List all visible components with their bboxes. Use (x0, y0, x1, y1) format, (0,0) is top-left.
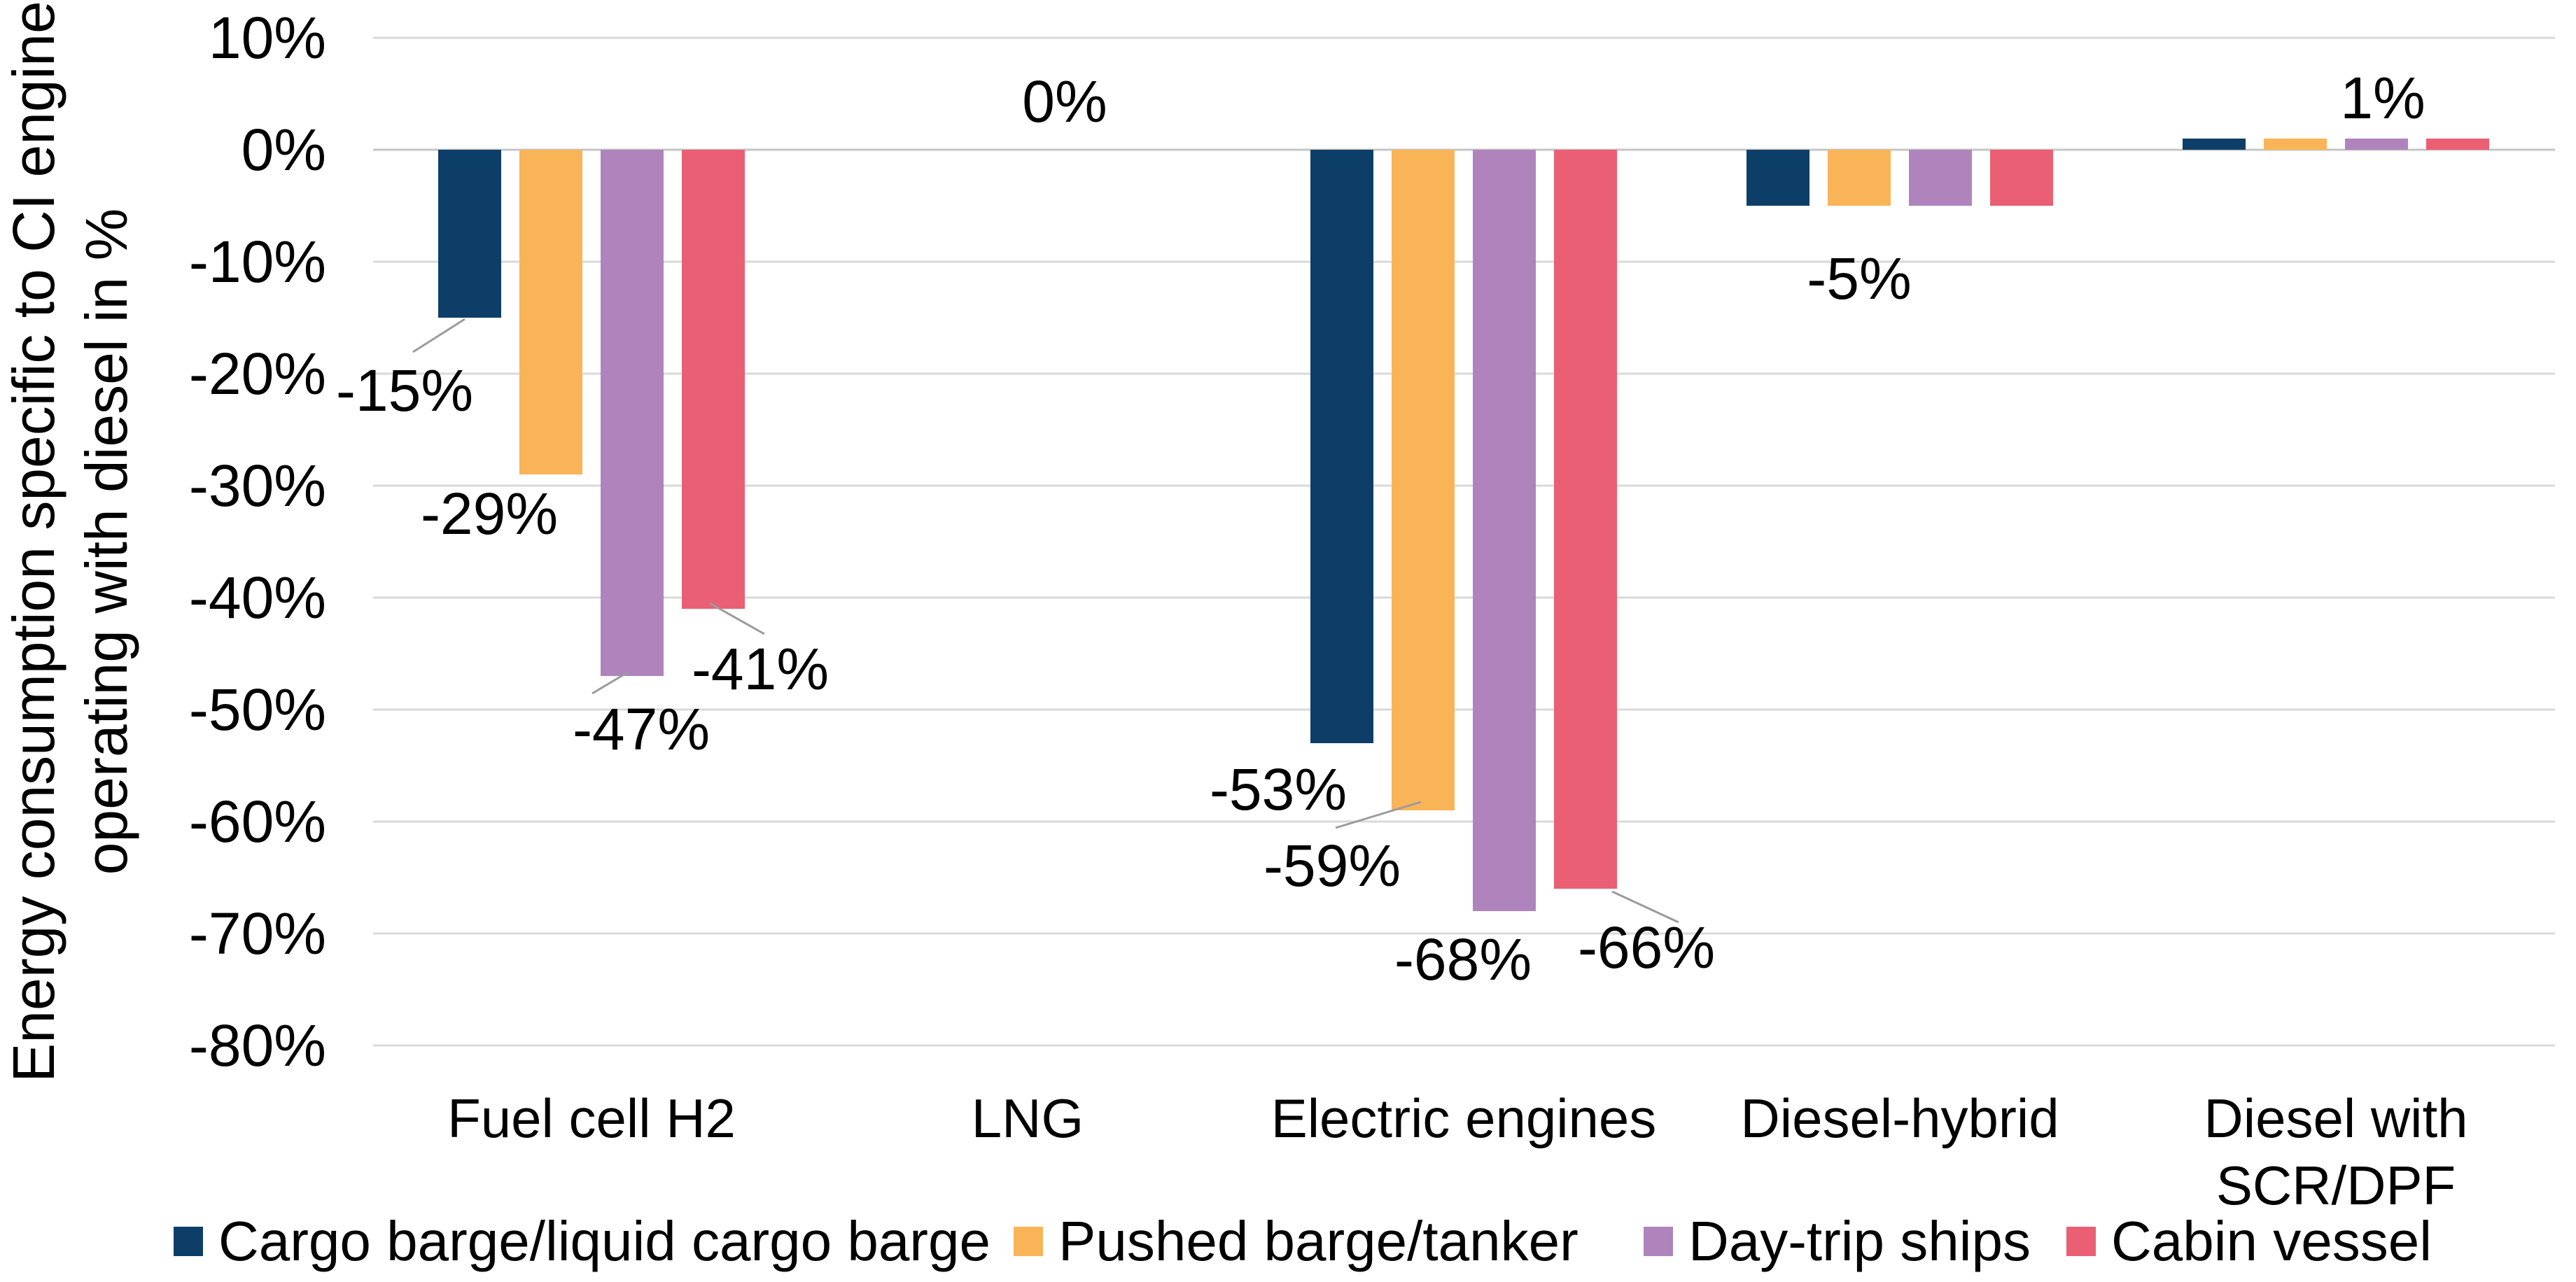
y-tick-label: 10% (209, 5, 326, 71)
legend-item-cargo-barge: Cargo barge/liquid cargo barge (174, 1206, 990, 1276)
bar-diesel-hybrid-pushed-barge-tanker (1828, 150, 1891, 206)
y-tick-label: -50% (189, 677, 326, 742)
legend-item-cabin-vessel: Cabin vessel (2066, 1206, 2432, 1276)
data-label: 1% (2340, 65, 2425, 131)
bar-diesel-hybrid-cabin-vessel (1990, 150, 2053, 206)
legend: Cargo barge/liquid cargo barge Pushed ba… (0, 1206, 2576, 1276)
data-label: -53% (1210, 756, 1347, 822)
bar-electric-engines-day-trip-ships (1473, 150, 1536, 911)
bar-diesel-with-scr-dpf-cargo-barge-liquid-cargo-barge (2183, 139, 2246, 150)
data-label: 0% (1022, 69, 1107, 134)
y-tick-label: 0% (241, 117, 326, 183)
y-tick-label: -20% (189, 341, 326, 407)
y-tick-label: -60% (189, 789, 326, 854)
y-tick-label: -10% (189, 229, 326, 295)
legend-item-day-trip-ships: Day-trip ships (1644, 1206, 2031, 1276)
bar-diesel-with-scr-dpf-pushed-barge-tanker (2264, 139, 2327, 150)
data-label: -41% (692, 636, 829, 702)
y-tick-label: -40% (189, 565, 326, 631)
bar-electric-engines-cabin-vessel (1554, 150, 1617, 889)
y-tick-label: -70% (189, 901, 326, 966)
data-label: -47% (573, 696, 710, 762)
bar-electric-engines-cargo-barge-liquid-cargo-barge (1310, 150, 1373, 743)
legend-label-pushed-barge: Pushed barge/tanker (1058, 1210, 1578, 1272)
data-label: -5% (1807, 246, 1911, 311)
bar-fuel-cell-h2-day-trip-ships (601, 150, 664, 676)
legend-label-cargo-barge: Cargo barge/liquid cargo barge (218, 1210, 990, 1272)
legend-swatch-cargo-barge (174, 1227, 203, 1256)
data-label: -15% (336, 358, 473, 423)
data-label-leader-line (592, 670, 629, 695)
legend-swatch-pushed-barge (1014, 1227, 1043, 1256)
x-category-label-electric-engines: Electric engines (1271, 1087, 1657, 1149)
x-category-label-diesel-hybrid: Diesel-hybrid (1740, 1087, 2059, 1149)
legend-item-pushed-barge: Pushed barge/tanker (1014, 1206, 1578, 1276)
y-tick-label: -80% (189, 1013, 326, 1078)
bar-diesel-hybrid-day-trip-ships (1909, 150, 1972, 206)
data-label: -59% (1264, 833, 1401, 899)
data-label-leader-line (1611, 890, 1679, 924)
legend-swatch-cabin-vessel (2066, 1227, 2096, 1256)
data-label-leader-line (1335, 801, 1422, 829)
bar-fuel-cell-h2-cabin-vessel (682, 150, 745, 609)
data-label: -29% (421, 481, 558, 547)
bar-fuel-cell-h2-cargo-barge-liquid-cargo-barge (438, 150, 501, 318)
x-category-label-fuel-cell-h2: Fuel cell H2 (447, 1087, 736, 1149)
bar-electric-engines-pushed-barge-tanker (1392, 150, 1455, 810)
x-category-label-diesel-with-scr-dpf: Diesel with (2204, 1087, 2468, 1149)
data-label-leader-line (709, 602, 765, 635)
legend-swatch-day-trip-ships (1644, 1227, 1673, 1256)
bar-diesel-with-scr-dpf-cabin-vessel (2426, 139, 2489, 150)
data-label-leader-line (412, 318, 465, 353)
data-label: -66% (1578, 915, 1715, 980)
data-label: -68% (1394, 927, 1532, 992)
x-category-label-diesel-with-scr-dpf: SCR/DPF (2216, 1155, 2456, 1216)
y-tick-label: -30% (189, 453, 326, 519)
legend-label-cabin-vessel: Cabin vessel (2111, 1210, 2432, 1272)
bar-fuel-cell-h2-pushed-barge-tanker (519, 150, 582, 474)
legend-label-day-trip-ships: Day-trip ships (1688, 1210, 2031, 1272)
bar-diesel-hybrid-cargo-barge-liquid-cargo-barge (1746, 150, 1809, 206)
bar-diesel-with-scr-dpf-day-trip-ships (2345, 139, 2408, 150)
x-category-label-lng: LNG (972, 1087, 1084, 1149)
